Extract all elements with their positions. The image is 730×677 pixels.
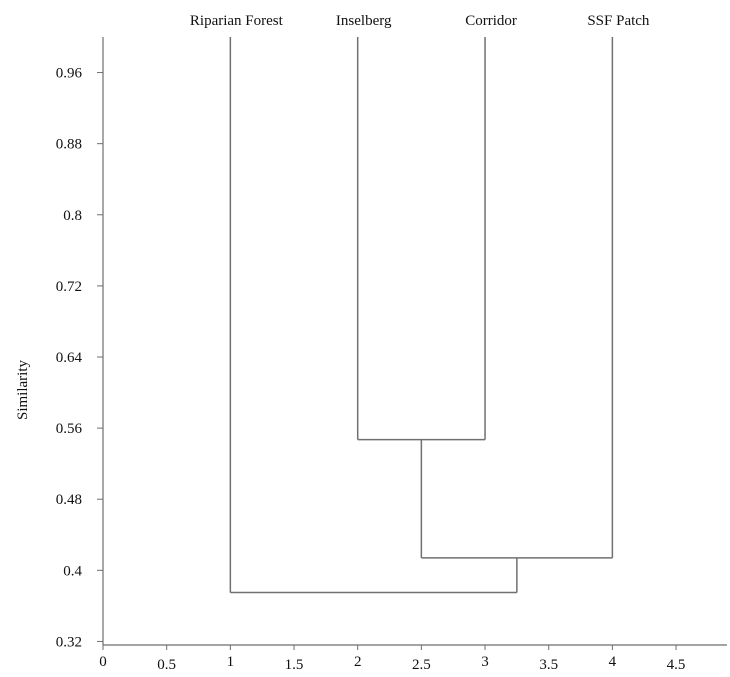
y-tick-label: 0.88 xyxy=(56,137,82,153)
y-tick-label: 0.96 xyxy=(56,66,83,82)
y-tick-label: 0.4 xyxy=(63,563,82,579)
y-tick-label: 0.72 xyxy=(56,279,82,295)
y-tick-label: 0.64 xyxy=(56,350,83,366)
y-tick-label: 0.8 xyxy=(63,208,82,224)
x-tick-label: 3 xyxy=(481,654,489,670)
leaf-label: Inselberg xyxy=(336,13,392,29)
y-tick-label: 0.56 xyxy=(56,421,83,437)
dendrogram-branches xyxy=(229,37,614,594)
x-tick-label: 4.5 xyxy=(667,657,686,673)
y-axis-title: Similarity xyxy=(15,360,31,421)
x-tick-label: 0 xyxy=(99,654,107,670)
y-tick-label: 0.48 xyxy=(56,492,82,508)
leaf-label: Corridor xyxy=(465,13,517,29)
leaf-labels: Riparian Forest Inselberg Corridor SSF Patc… xyxy=(190,13,650,29)
x-tick-label: 1 xyxy=(227,654,235,670)
leaf-label: Riparian Forest xyxy=(190,13,284,29)
x-tick-label: 4 xyxy=(609,654,617,670)
x-tick-label: 0.5 xyxy=(157,657,176,673)
x-tick-label: 3.5 xyxy=(539,657,558,673)
axes: 0.32 0.4 0.48 0.56 0.64 0.72 0.8 0.88 0.96 0 0.5 1 1… xyxy=(56,37,727,673)
y-tick-label: 0.32 xyxy=(56,634,82,650)
x-tick-label: 2.5 xyxy=(412,657,431,673)
x-tick-label: 1.5 xyxy=(285,657,304,673)
x-tick-label: 2 xyxy=(354,654,362,670)
leaf-label: SSF Patch xyxy=(587,13,650,29)
